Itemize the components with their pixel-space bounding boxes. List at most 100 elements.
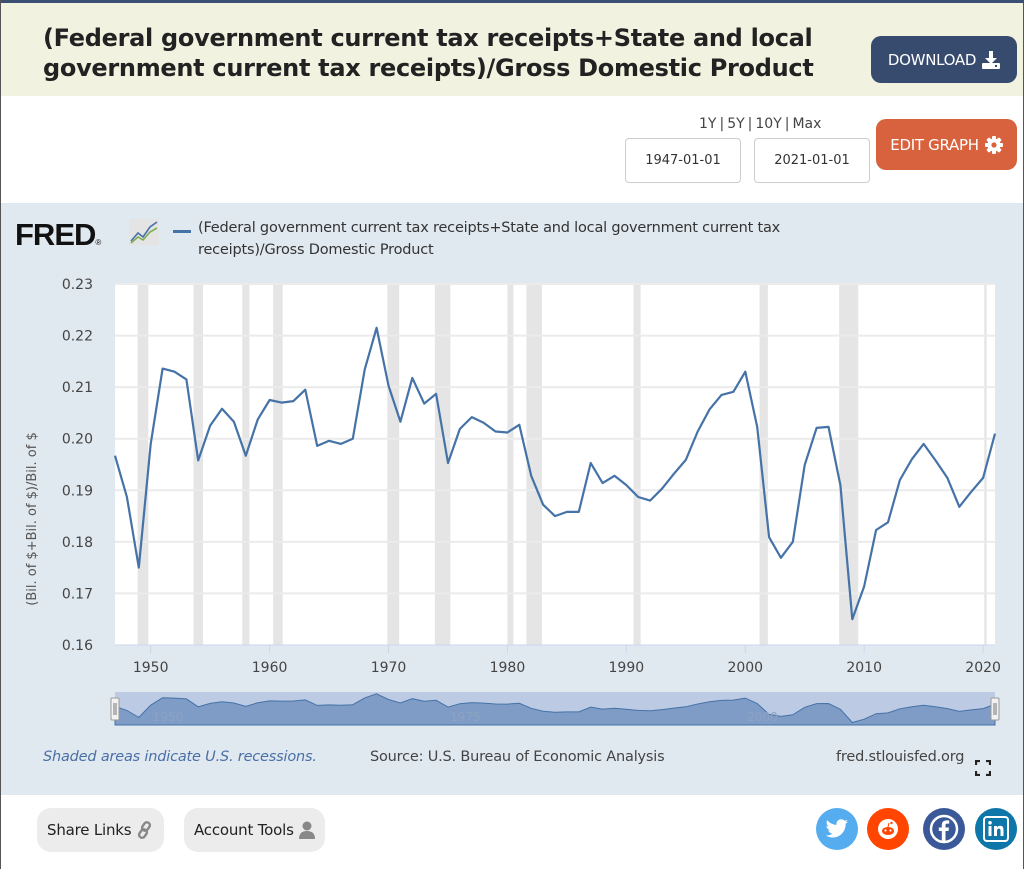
data-point[interactable] [409, 375, 415, 381]
handle-grip[interactable] [990, 697, 1000, 721]
data-point[interactable] [802, 462, 808, 468]
data-point[interactable] [766, 534, 772, 540]
linkedin-share-button[interactable] [975, 808, 1017, 850]
facebook-share-button[interactable] [923, 808, 965, 850]
data-point[interactable] [386, 383, 392, 389]
data-point[interactable] [861, 583, 867, 589]
data-point[interactable] [457, 426, 463, 432]
data-point[interactable] [576, 509, 582, 515]
data-point[interactable] [326, 438, 332, 444]
data-point[interactable] [588, 460, 594, 466]
data-point[interactable] [933, 457, 939, 463]
series-line[interactable] [113, 326, 997, 621]
data-point[interactable] [195, 457, 201, 463]
data-point[interactable] [433, 391, 439, 397]
data-point[interactable] [540, 502, 546, 508]
data-point[interactable] [445, 460, 451, 466]
navigator-handle-right[interactable] [990, 697, 1000, 721]
data-point[interactable] [255, 417, 261, 423]
download-button[interactable]: DOWNLOAD [871, 36, 1017, 83]
data-point[interactable] [183, 376, 189, 382]
data-point[interactable] [683, 457, 689, 463]
data-point[interactable] [219, 406, 225, 412]
data-point[interactable] [742, 369, 748, 375]
data-point[interactable] [611, 473, 617, 479]
data-point[interactable] [160, 366, 166, 372]
legend-label[interactable]: (Federal government current tax receipts… [198, 220, 781, 258]
data-point[interactable] [148, 441, 154, 447]
data-point[interactable] [837, 482, 843, 488]
handle-grip[interactable] [110, 697, 120, 721]
data-point[interactable] [885, 519, 891, 525]
data-point[interactable] [659, 486, 665, 492]
data-point[interactable] [718, 392, 724, 398]
data-point[interactable] [552, 513, 558, 519]
end-date-input[interactable] [754, 138, 870, 183]
data-point[interactable] [980, 475, 986, 481]
data-point[interactable] [374, 325, 380, 331]
range-1y[interactable]: 1Y [699, 116, 717, 132]
data-point[interactable] [695, 428, 701, 434]
data-point[interactable] [647, 498, 653, 504]
range-10y[interactable]: 10Y [755, 116, 782, 132]
data-point[interactable] [992, 431, 998, 437]
reddit-share-button[interactable] [867, 808, 909, 850]
data-point[interactable] [469, 414, 475, 420]
data-point[interactable] [873, 527, 879, 533]
data-point[interactable] [600, 480, 606, 486]
data-point[interactable] [528, 473, 534, 479]
data-point[interactable] [944, 475, 950, 481]
data-point[interactable] [112, 453, 118, 459]
data-point[interactable] [302, 387, 308, 393]
data-point[interactable] [564, 509, 570, 515]
share-links-button[interactable]: Share Links [37, 808, 165, 852]
data-point[interactable] [493, 428, 499, 434]
data-point[interactable] [171, 369, 177, 375]
data-point[interactable] [814, 425, 820, 431]
data-point[interactable] [421, 401, 427, 407]
start-date-input[interactable] [625, 138, 741, 183]
data-point[interactable] [124, 494, 130, 500]
twitter-share-button[interactable] [816, 808, 858, 850]
account-tools-button[interactable]: Account Tools [184, 808, 325, 852]
navigator-handle-left[interactable] [110, 697, 120, 721]
data-point[interactable] [730, 389, 736, 395]
data-point[interactable] [278, 400, 284, 406]
data-point[interactable] [968, 489, 974, 495]
data-point[interactable] [338, 441, 344, 447]
data-point[interactable] [921, 441, 927, 447]
data-point[interactable] [635, 494, 641, 500]
data-point[interactable] [754, 424, 760, 430]
data-point[interactable] [136, 565, 142, 571]
site-link[interactable]: fred.stlouisfed.org [836, 749, 965, 765]
data-point[interactable] [350, 436, 356, 442]
data-point[interactable] [314, 443, 320, 449]
data-point[interactable] [849, 616, 855, 622]
data-point[interactable] [243, 453, 249, 459]
range-5y[interactable]: 5Y [727, 116, 745, 132]
data-point[interactable] [909, 456, 915, 462]
recession-band [526, 284, 542, 645]
data-point[interactable] [207, 423, 213, 429]
data-point[interactable] [267, 397, 273, 403]
edit-graph-button[interactable]: EDIT GRAPH [876, 119, 1017, 170]
data-point[interactable] [790, 539, 796, 545]
data-point[interactable] [397, 419, 403, 425]
data-point[interactable] [956, 504, 962, 510]
data-point[interactable] [671, 471, 677, 477]
data-point[interactable] [826, 424, 832, 430]
data-point[interactable] [778, 555, 784, 561]
data-point[interactable] [623, 482, 629, 488]
data-point[interactable] [504, 430, 510, 436]
fred-logo: FRED® [15, 217, 101, 253]
data-point[interactable] [897, 477, 903, 483]
fullscreen-icon[interactable] [975, 760, 991, 776]
data-point[interactable] [231, 419, 237, 425]
link-icon [138, 821, 152, 839]
data-point[interactable] [516, 422, 522, 428]
data-point[interactable] [362, 367, 368, 373]
range-max[interactable]: Max [792, 116, 822, 132]
data-point[interactable] [707, 406, 713, 412]
data-point[interactable] [290, 398, 296, 404]
data-point[interactable] [481, 420, 487, 426]
